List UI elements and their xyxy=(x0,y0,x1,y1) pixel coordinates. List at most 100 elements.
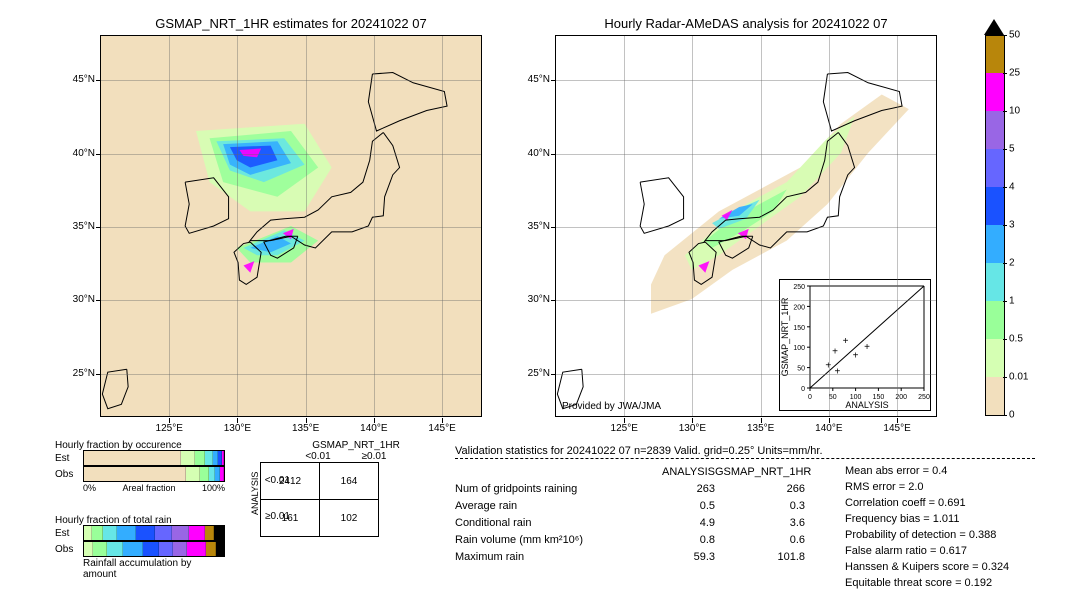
validation-row-label: Average rain xyxy=(455,500,645,512)
hbar-segment xyxy=(189,526,206,540)
map-xtick: 130°E xyxy=(224,423,251,434)
hbar-segment xyxy=(173,542,187,556)
cont-row-header: ANALYSIS xyxy=(250,458,260,528)
hbar-bar xyxy=(83,450,225,466)
hbar-segment xyxy=(84,467,186,481)
svg-text:+: + xyxy=(853,350,859,361)
cont-col-0: <0.01 xyxy=(290,451,346,462)
validation-row: Conditional rain4.93.6 xyxy=(455,514,815,531)
cont-col-header: GSMAP_NRT_1HR xyxy=(310,440,402,451)
map-xtick: 140°E xyxy=(815,423,842,434)
gridline xyxy=(374,36,375,416)
left-map-area xyxy=(101,36,481,416)
gridline xyxy=(761,36,762,416)
validation-score-label: Equitable threat score = 0.192 xyxy=(845,577,992,589)
hbar-segment xyxy=(117,526,136,540)
hbar-segment xyxy=(186,467,200,481)
hbar-segment xyxy=(181,451,195,465)
colorbar-segment xyxy=(985,73,1005,111)
svg-text:200: 200 xyxy=(793,304,805,311)
occ-x-label: Areal fraction xyxy=(122,483,175,493)
validation-row-v1: 263 xyxy=(645,483,715,495)
colorbar-segment xyxy=(985,35,1005,74)
cont-cell-10: 161 xyxy=(261,500,320,537)
gridline xyxy=(897,36,898,416)
left-map-panel: GSMAP_NRT_1HR estimates for 20241022 07 … xyxy=(100,35,482,417)
hbar-segment xyxy=(222,451,224,465)
map-ytick: 40°N xyxy=(65,148,95,159)
hbar-label: Est xyxy=(55,528,83,539)
gridline xyxy=(692,36,693,416)
colorbar-label: 0.5 xyxy=(1009,334,1023,345)
svg-text:0: 0 xyxy=(801,386,805,393)
map-xtick: 145°E xyxy=(883,423,910,434)
hbar-segment xyxy=(214,526,224,540)
validation-stats: Validation statistics for 20241022 07 n=… xyxy=(455,445,1035,591)
hbar-label: Obs xyxy=(55,544,83,555)
svg-text:ANALYSIS: ANALYSIS xyxy=(845,400,888,410)
val-col-0: ANALYSIS xyxy=(645,466,715,478)
hbar-bar xyxy=(83,525,225,541)
svg-text:+: + xyxy=(832,346,838,357)
svg-text:+: + xyxy=(843,336,849,347)
colorbar-arrow xyxy=(984,19,1004,35)
svg-text:50: 50 xyxy=(797,366,805,373)
colorbar-label: 0 xyxy=(1009,410,1015,421)
validation-row-v2: 3.6 xyxy=(715,517,805,529)
gridline xyxy=(624,36,625,416)
validation-row-v2: 0.6 xyxy=(715,534,805,546)
validation-row-v1: 0.5 xyxy=(645,500,715,512)
validation-title: Validation statistics for 20241022 07 n=… xyxy=(455,445,1035,459)
hbar-segment xyxy=(107,542,124,556)
hbar-segment xyxy=(155,526,172,540)
map-ytick: 35°N xyxy=(520,221,550,232)
cont-col-1: ≥0.01 xyxy=(346,451,402,462)
colorbar-segment xyxy=(985,263,1005,301)
hbar-segment xyxy=(220,467,224,481)
map-credit: Provided by JWA/JMA xyxy=(562,401,661,412)
hbar-segment xyxy=(216,542,224,556)
totalrain-bars: Hourly fraction of total rain EstObs Rai… xyxy=(55,515,225,580)
occ-x-left: 0% xyxy=(83,483,96,493)
svg-text:250: 250 xyxy=(793,284,805,291)
colorbar: 502510543210.50.010 xyxy=(985,35,1003,415)
gridline xyxy=(556,80,936,81)
hbar-segment xyxy=(159,542,173,556)
map-ytick: 25°N xyxy=(520,368,550,379)
validation-score-row: Frequency bias = 1.011 xyxy=(845,511,1009,527)
validation-score-label: Mean abs error = 0.4 xyxy=(845,465,947,477)
validation-score-row: RMS error = 2.0 xyxy=(845,479,1009,495)
validation-score-row: False alarm ratio = 0.617 xyxy=(845,543,1009,559)
gridline xyxy=(556,154,936,155)
gridline xyxy=(101,374,481,375)
hbar-segment xyxy=(123,542,142,556)
colorbar-label: 4 xyxy=(1009,182,1015,193)
hbar-label: Est xyxy=(55,453,83,464)
val-col-1: GSMAP_NRT_1HR xyxy=(715,466,805,478)
cont-cell-00: 2412 xyxy=(261,463,320,500)
gridline xyxy=(101,80,481,81)
map-xtick: 135°E xyxy=(292,423,319,434)
hbar-row: Est xyxy=(55,526,225,540)
validation-row-v1: 4.9 xyxy=(645,517,715,529)
colorbar-label: 10 xyxy=(1009,106,1020,117)
gridline xyxy=(442,36,443,416)
validation-row: Rain volume (mm km²10⁶)0.80.6 xyxy=(455,531,815,548)
hbar-segment xyxy=(172,526,189,540)
colorbar-segment xyxy=(985,225,1005,263)
occurrence-bars: Hourly fraction by occurence EstObs 0% A… xyxy=(55,440,225,493)
map-xtick: 135°E xyxy=(747,423,774,434)
validation-score-row: Mean abs error = 0.4 xyxy=(845,463,1009,479)
validation-row-label: Num of gridpoints raining xyxy=(455,483,645,495)
svg-text:100: 100 xyxy=(793,345,805,352)
map-xtick: 145°E xyxy=(428,423,455,434)
validation-row-v2: 101.8 xyxy=(715,551,805,563)
map-ytick: 25°N xyxy=(65,368,95,379)
svg-text:+: + xyxy=(864,342,870,353)
validation-score-row: Hanssen & Kuipers score = 0.324 xyxy=(845,559,1009,575)
validation-score-label: Frequency bias = 1.011 xyxy=(845,513,959,525)
map-xtick: 140°E xyxy=(360,423,387,434)
gridline xyxy=(556,374,936,375)
map-ytick: 40°N xyxy=(520,148,550,159)
map-ytick: 35°N xyxy=(65,221,95,232)
